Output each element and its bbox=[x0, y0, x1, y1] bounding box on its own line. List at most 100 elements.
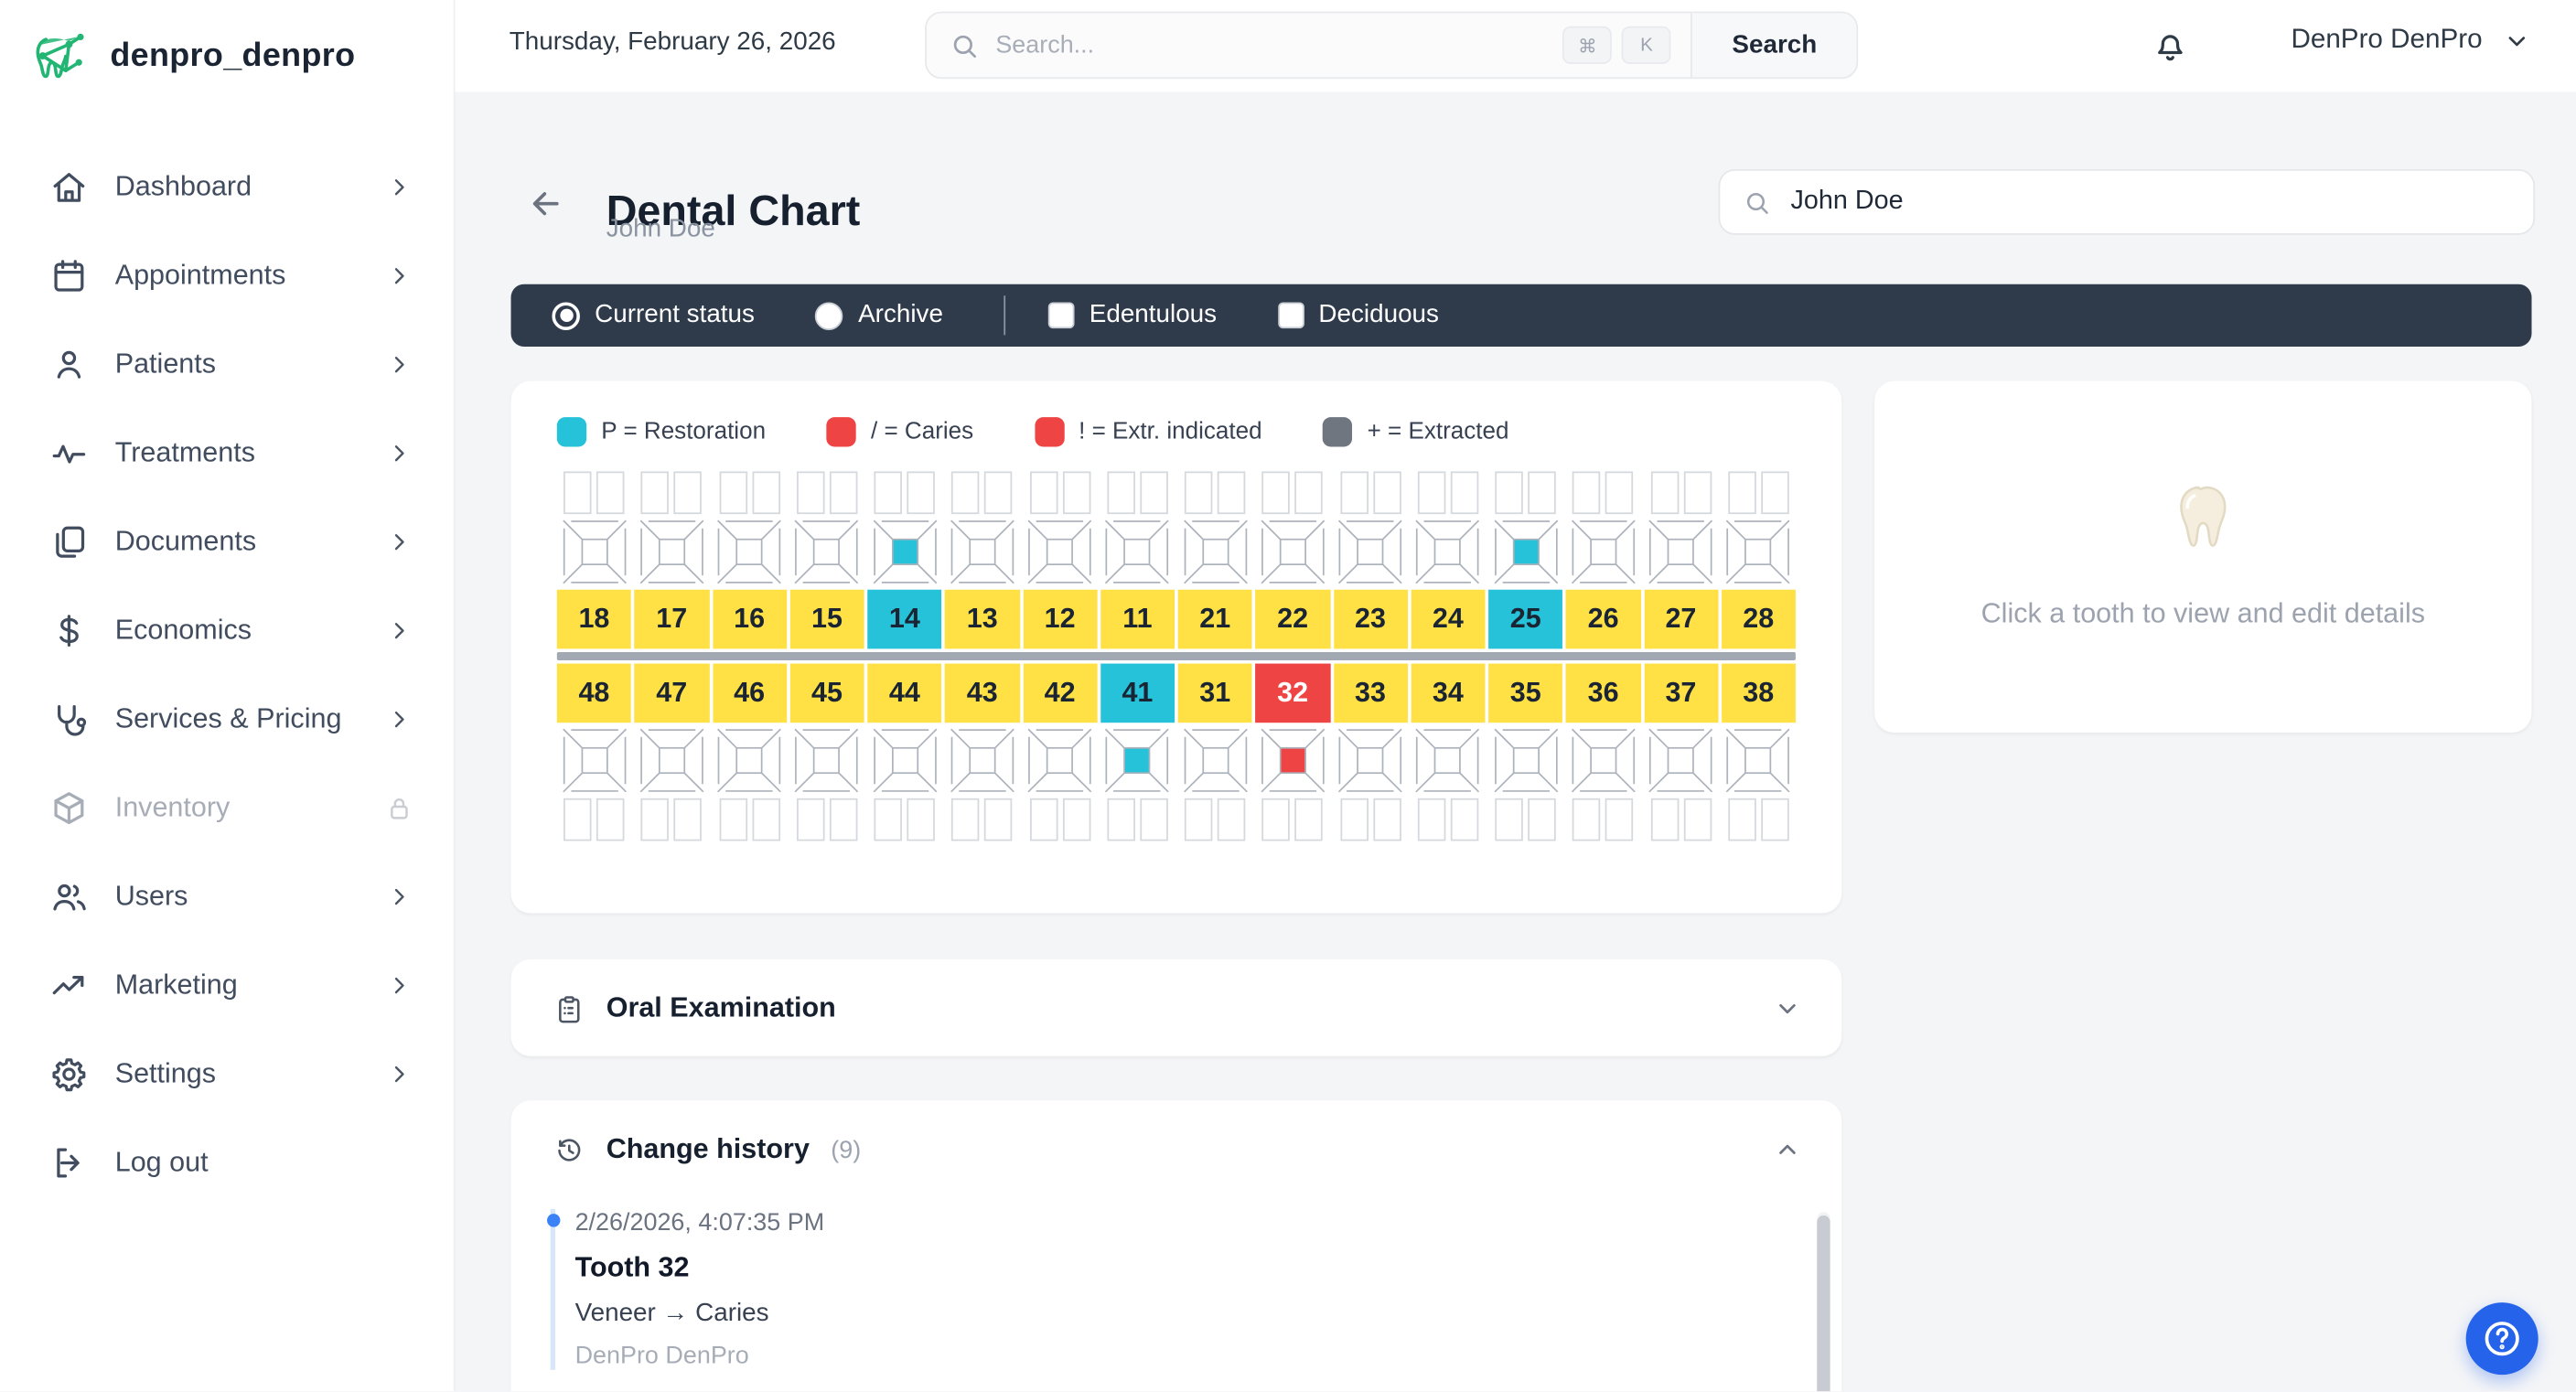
tooth-26[interactable]: 26 bbox=[1565, 470, 1641, 651]
sidebar-item-services-pricing[interactable]: Services & Pricing bbox=[0, 675, 454, 764]
tooth-roots bbox=[718, 470, 780, 516]
sidebar-item-documents[interactable]: Documents bbox=[0, 498, 454, 586]
tooth-crown bbox=[1647, 724, 1715, 797]
sidebar-item-log-out[interactable]: Log out bbox=[0, 1119, 454, 1207]
sidebar: denpro_denpro Dashboard Appointments Patie… bbox=[0, 0, 456, 1392]
patient-search-input[interactable] bbox=[1787, 185, 2534, 219]
tooth-46[interactable]: 46 bbox=[712, 662, 787, 843]
tooth-number: 43 bbox=[945, 663, 1020, 723]
entry-change: Veneer → Caries bbox=[574, 1299, 769, 1328]
chevron-down-icon[interactable] bbox=[1773, 994, 1802, 1023]
change-history-header[interactable]: Change history (9) bbox=[511, 1100, 1842, 1166]
tooth-number: 34 bbox=[1411, 663, 1486, 723]
tooth-roots bbox=[1029, 470, 1090, 516]
tooth-44[interactable]: 44 bbox=[867, 662, 942, 843]
chevron-up-icon[interactable] bbox=[1773, 1135, 1802, 1164]
tooth-roots bbox=[1107, 470, 1168, 516]
help-button[interactable] bbox=[2465, 1302, 2538, 1376]
sidebar-item-label: Patients bbox=[114, 348, 217, 380]
notifications-bell-icon[interactable] bbox=[2151, 27, 2190, 66]
search-input[interactable] bbox=[992, 29, 1563, 61]
tooth-crown bbox=[1025, 516, 1094, 588]
radio-icon bbox=[815, 301, 843, 330]
legend-color-chip bbox=[556, 417, 587, 447]
tooth-17[interactable]: 17 bbox=[634, 470, 709, 651]
tooth-38[interactable]: 38 bbox=[1721, 662, 1796, 843]
tooth-number: 12 bbox=[1022, 589, 1098, 649]
search-button[interactable]: Search bbox=[1690, 13, 1857, 78]
sidebar-item-economics[interactable]: Economics bbox=[0, 586, 454, 675]
tooth-23[interactable]: 23 bbox=[1333, 470, 1408, 651]
tooth-roots bbox=[564, 470, 625, 516]
tooth-35[interactable]: 35 bbox=[1488, 662, 1563, 843]
tooth-crown bbox=[714, 724, 783, 797]
tooth-43[interactable]: 43 bbox=[945, 662, 1020, 843]
checkbox-deciduous[interactable]: Deciduous bbox=[1277, 301, 1439, 330]
tooth-crown bbox=[1336, 516, 1404, 588]
sidebar-item-appointments[interactable]: Appointments bbox=[0, 231, 454, 320]
tooth-21[interactable]: 21 bbox=[1177, 470, 1252, 651]
lock-icon bbox=[384, 793, 413, 822]
tooth-47[interactable]: 47 bbox=[634, 662, 709, 843]
tooth-24[interactable]: 24 bbox=[1411, 470, 1486, 651]
tooth-36[interactable]: 36 bbox=[1565, 662, 1641, 843]
tooth-number: 26 bbox=[1565, 589, 1641, 649]
chevron-right-icon bbox=[384, 704, 413, 733]
sidebar-item-inventory[interactable]: Inventory bbox=[0, 764, 454, 852]
history-icon bbox=[553, 1134, 585, 1165]
divider bbox=[1004, 295, 1006, 336]
tooth-crown bbox=[1258, 516, 1326, 588]
tooth-number: 38 bbox=[1721, 663, 1796, 723]
tooth-12[interactable]: 12 bbox=[1022, 470, 1098, 651]
logout-icon bbox=[49, 1143, 89, 1183]
checkbox-edentulous[interactable]: Edentulous bbox=[1047, 301, 1217, 330]
sidebar-item-marketing[interactable]: Marketing bbox=[0, 941, 454, 1030]
tooth-13[interactable]: 13 bbox=[945, 470, 1020, 651]
tooth-14[interactable]: 14 bbox=[867, 470, 942, 651]
tooth-18[interactable]: 18 bbox=[556, 470, 632, 651]
sidebar-item-users[interactable]: Users bbox=[0, 852, 454, 941]
entry-tooth: Tooth 32 bbox=[574, 1251, 690, 1283]
sidebar-item-label: Economics bbox=[114, 614, 252, 646]
tooth-crown bbox=[948, 724, 1016, 797]
tooth-42[interactable]: 42 bbox=[1022, 662, 1098, 843]
sidebar-item-treatments[interactable]: Treatments bbox=[0, 409, 454, 498]
tooth-number: 32 bbox=[1255, 663, 1330, 723]
tooth-number: 46 bbox=[712, 663, 787, 723]
radio-archive[interactable]: Archive bbox=[815, 301, 943, 330]
legend-item: + = Extracted bbox=[1323, 417, 1508, 447]
tooth-33[interactable]: 33 bbox=[1333, 662, 1408, 843]
tooth-roots bbox=[1339, 797, 1401, 842]
section-title: Change history bbox=[606, 1133, 810, 1165]
tooth-16[interactable]: 16 bbox=[712, 470, 787, 651]
tooth-crown bbox=[870, 516, 939, 588]
tooth-22[interactable]: 22 bbox=[1255, 470, 1330, 651]
tooth-45[interactable]: 45 bbox=[789, 662, 864, 843]
tooth-27[interactable]: 27 bbox=[1643, 470, 1719, 651]
tooth-48[interactable]: 48 bbox=[556, 662, 632, 843]
tooth-number: 47 bbox=[634, 663, 709, 723]
tooth-roots bbox=[1728, 797, 1789, 842]
back-arrow-icon[interactable] bbox=[526, 184, 565, 223]
oral-examination-header[interactable]: Oral Examination bbox=[511, 959, 1842, 1025]
legend-item: P = Restoration bbox=[556, 417, 766, 447]
tooth-31[interactable]: 31 bbox=[1177, 662, 1252, 843]
tooth-15[interactable]: 15 bbox=[789, 470, 864, 651]
tooth-25[interactable]: 25 bbox=[1488, 470, 1563, 651]
sidebar-item-settings[interactable]: Settings bbox=[0, 1030, 454, 1119]
tooth-34[interactable]: 34 bbox=[1411, 662, 1486, 843]
tooth-11[interactable]: 11 bbox=[1100, 470, 1175, 651]
tooth-32[interactable]: 32 bbox=[1255, 662, 1330, 843]
trending-up-icon bbox=[49, 966, 89, 1005]
tooth-number: 11 bbox=[1100, 589, 1175, 649]
sidebar-item-patients[interactable]: Patients bbox=[0, 320, 454, 409]
radio-current-status[interactable]: Current status bbox=[552, 301, 755, 330]
sidebar-item-dashboard[interactable]: Dashboard bbox=[0, 143, 454, 231]
scrollbar-thumb[interactable] bbox=[1817, 1215, 1830, 1392]
search-icon bbox=[1743, 188, 1771, 217]
tooth-28[interactable]: 28 bbox=[1721, 470, 1796, 651]
tooth-37[interactable]: 37 bbox=[1643, 662, 1719, 843]
user-menu[interactable]: DenPro DenPro bbox=[2291, 25, 2531, 56]
tooth-41[interactable]: 41 bbox=[1100, 662, 1175, 843]
